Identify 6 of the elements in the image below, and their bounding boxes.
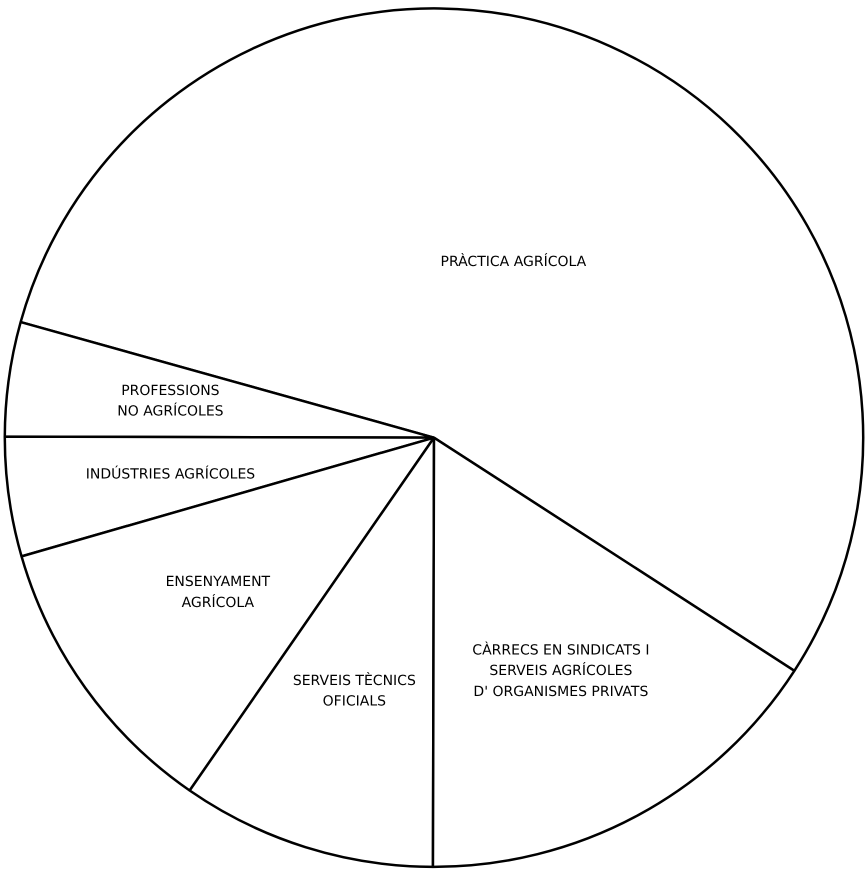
slice-label: PROFESSIONS NO AGRÍCOLES bbox=[117, 382, 224, 420]
slice-label: CÀRRECS EN SINDICATS I SERVEIS AGRÍCOLES D' ORGANISMES PRIVATS bbox=[472, 641, 650, 700]
slice-label: ENSENYAMENT AGRÍCOLA bbox=[166, 574, 271, 612]
slice-label: SERVEIS TÈCNICS OFICIALS bbox=[292, 672, 416, 710]
slice-label: PRÀCTICA AGRÍCOLA bbox=[440, 252, 587, 270]
slice-label: INDÚSTRIES AGRÍCOLES bbox=[86, 465, 256, 482]
